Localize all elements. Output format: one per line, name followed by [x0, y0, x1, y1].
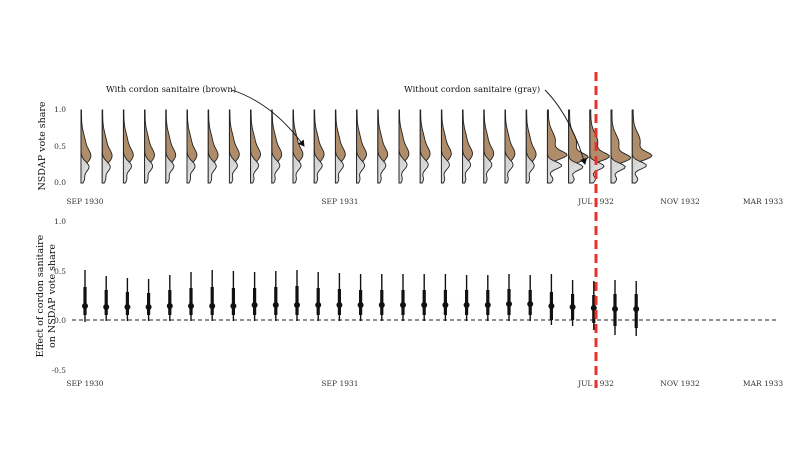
density-gray-5: [186, 110, 196, 184]
density-gray-2: [122, 110, 132, 184]
density-gray-12: [334, 110, 344, 184]
bottom-date-label-nov-1932: NOV 1932: [660, 379, 700, 388]
top-y-tick-1-0: 1.0: [54, 105, 66, 114]
density-gray-22: [546, 110, 562, 184]
estimate-point-18: [463, 302, 470, 308]
bottom-y-tick-1-0: 1.0: [54, 217, 66, 226]
density-gray-10: [292, 110, 302, 184]
density-gray-1: [101, 110, 111, 184]
density-gray-17: [440, 110, 450, 184]
density-gray-18: [462, 110, 472, 184]
bottom-date-label-mar-1933: MAR 1933: [743, 379, 783, 388]
estimate-point-22: [548, 303, 555, 309]
estimate-point-1: [103, 304, 110, 310]
density-gray-23: [568, 110, 584, 184]
density-gray-11: [313, 110, 323, 184]
estimate-point-4: [166, 303, 173, 309]
bottom-y-tick-0-5: 0.5: [54, 267, 66, 276]
estimate-point-3: [145, 304, 152, 310]
density-gray-25: [610, 110, 626, 184]
coefficient-estimates: [82, 270, 640, 336]
estimate-point-16: [421, 302, 428, 308]
annotation-without-cordon-arrow: [544, 89, 587, 165]
top-date-label-nov-1932: NOV 1932: [660, 197, 700, 206]
top-date-label-mar-1933: MAR 1933: [743, 197, 783, 206]
estimate-point-24: [590, 305, 597, 311]
estimate-point-26: [633, 306, 640, 312]
top-panel: NSDAP vote share 1.0 0.5 0.0 SEP 1930 SE…: [37, 84, 783, 206]
estimate-point-12: [336, 302, 343, 308]
density-gray-16: [419, 110, 429, 184]
estimate-point-2: [124, 304, 131, 310]
bottom-panel: Effect of cordon sanitaire on NSDAP vote…: [35, 217, 783, 388]
annotation-with-cordon: With cordon sanitaire (brown): [106, 84, 236, 95]
top-y-tick-0-0: 0.0: [54, 178, 66, 187]
estimate-point-15: [400, 302, 406, 308]
bottom-y-tick-0-0: 0.0: [54, 316, 66, 325]
bottom-y-tick-minus-0-5: -0.5: [52, 366, 67, 375]
density-gray-19: [483, 110, 493, 184]
density-ridges: [80, 109, 653, 184]
density-gray-0: [80, 110, 90, 184]
bottom-date-label-sep-1930: SEP 1930: [66, 379, 103, 388]
estimate-point-9: [272, 302, 279, 308]
density-gray-9: [271, 110, 281, 184]
density-gray-4: [165, 110, 175, 184]
estimate-point-25: [612, 306, 618, 312]
estimate-point-20: [506, 301, 512, 307]
density-gray-6: [207, 110, 217, 184]
estimate-point-6: [209, 303, 216, 309]
density-gray-13: [356, 110, 366, 184]
estimate-point-8: [251, 302, 258, 308]
density-gray-7: [228, 110, 238, 184]
bottom-y-axis-label-line-1: Effect of cordon sanitaire: [35, 234, 46, 357]
annotation-with-cordon-arrow: [231, 89, 305, 147]
estimate-point-17: [442, 302, 449, 308]
estimate-point-21: [527, 301, 534, 307]
density-gray-20: [504, 110, 514, 184]
estimate-point-10: [294, 302, 300, 308]
density-gray-8: [250, 110, 260, 184]
density-gray-15: [398, 110, 408, 184]
bottom-y-axis-label-line-2: on NSDAP vote share: [47, 244, 58, 348]
density-gray-3: [144, 110, 154, 184]
estimate-point-13: [357, 302, 364, 308]
top-date-label-sep-1930: SEP 1930: [66, 197, 103, 206]
estimate-point-7: [230, 303, 237, 309]
estimate-point-14: [378, 302, 385, 308]
estimate-point-19: [484, 302, 491, 308]
estimate-point-11: [315, 302, 322, 308]
density-gray-14: [377, 110, 387, 184]
density-gray-26: [631, 110, 647, 184]
top-y-axis-label: NSDAP vote share: [37, 101, 48, 190]
annotation-without-cordon: Without cordon sanitaire (gray): [404, 84, 540, 95]
bottom-date-label-sep-1931: SEP 1931: [321, 379, 358, 388]
estimate-point-23: [569, 304, 576, 310]
top-y-tick-0-5: 0.5: [54, 142, 66, 151]
top-date-label-sep-1931: SEP 1931: [321, 197, 358, 206]
estimate-point-0: [82, 303, 88, 309]
estimate-point-5: [188, 303, 194, 309]
density-gray-21: [525, 110, 535, 184]
